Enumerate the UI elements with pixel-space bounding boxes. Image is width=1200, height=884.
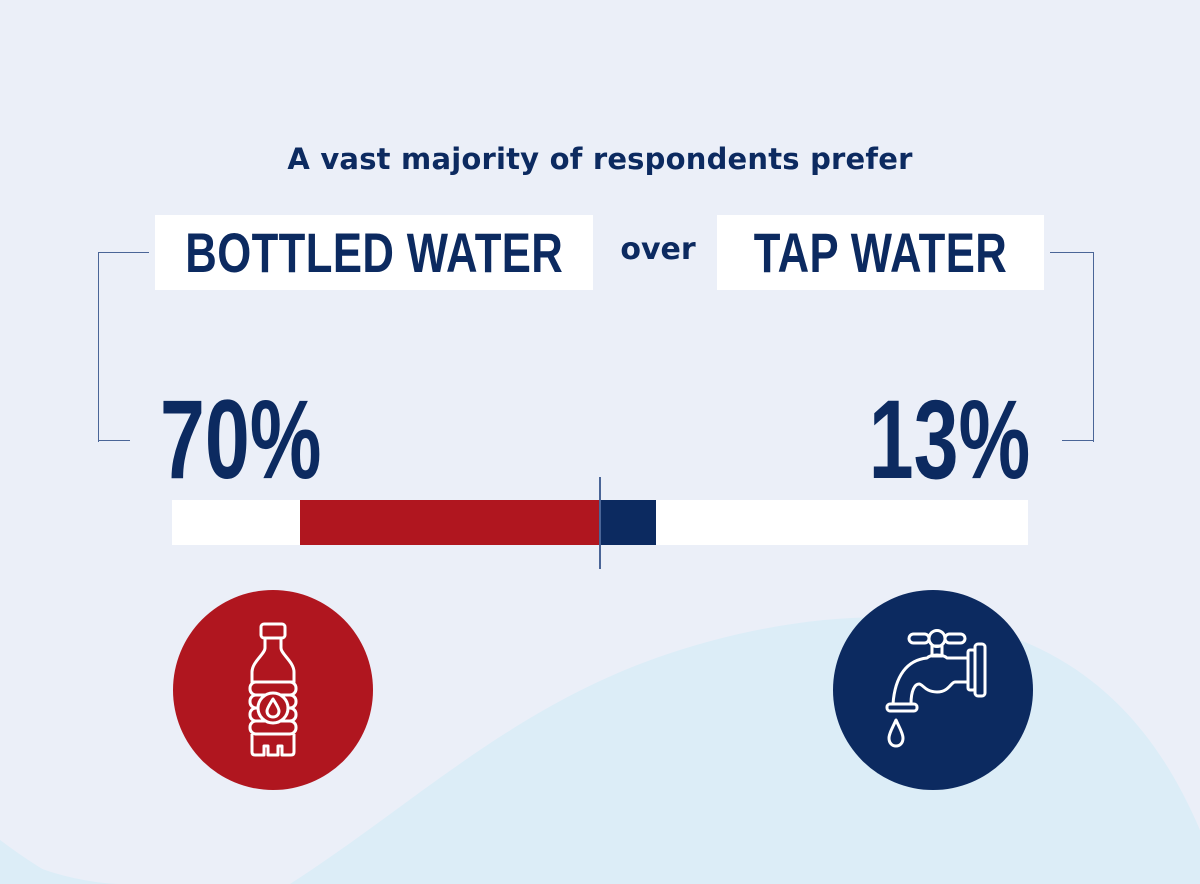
tap-percentage: 13% (868, 377, 1030, 502)
headline: A vast majority of respondents prefer (287, 142, 913, 176)
tap-water-label-box: TAP WATER (717, 215, 1044, 290)
tap-bar-segment (600, 500, 656, 545)
faucet-icon (885, 629, 987, 748)
bottled-water-label-box: BOTTLED WATER (155, 215, 593, 290)
right-bracket-foot (1062, 440, 1094, 441)
connector-text: over (620, 232, 696, 267)
right-bracket-line (1050, 252, 1094, 442)
tap-icon-circle (833, 590, 1033, 790)
bottled-bar-segment (300, 500, 600, 545)
bottled-percentage: 70% (160, 377, 322, 502)
left-bracket-foot (98, 440, 130, 441)
center-divider (599, 477, 601, 569)
left-bracket-line (98, 252, 149, 442)
tap-water-label: TAP WATER (753, 221, 1008, 284)
bottled-icon-circle (173, 590, 373, 790)
bottled-water-label: BOTTLED WATER (185, 221, 563, 284)
water-bottle-icon (248, 622, 298, 757)
